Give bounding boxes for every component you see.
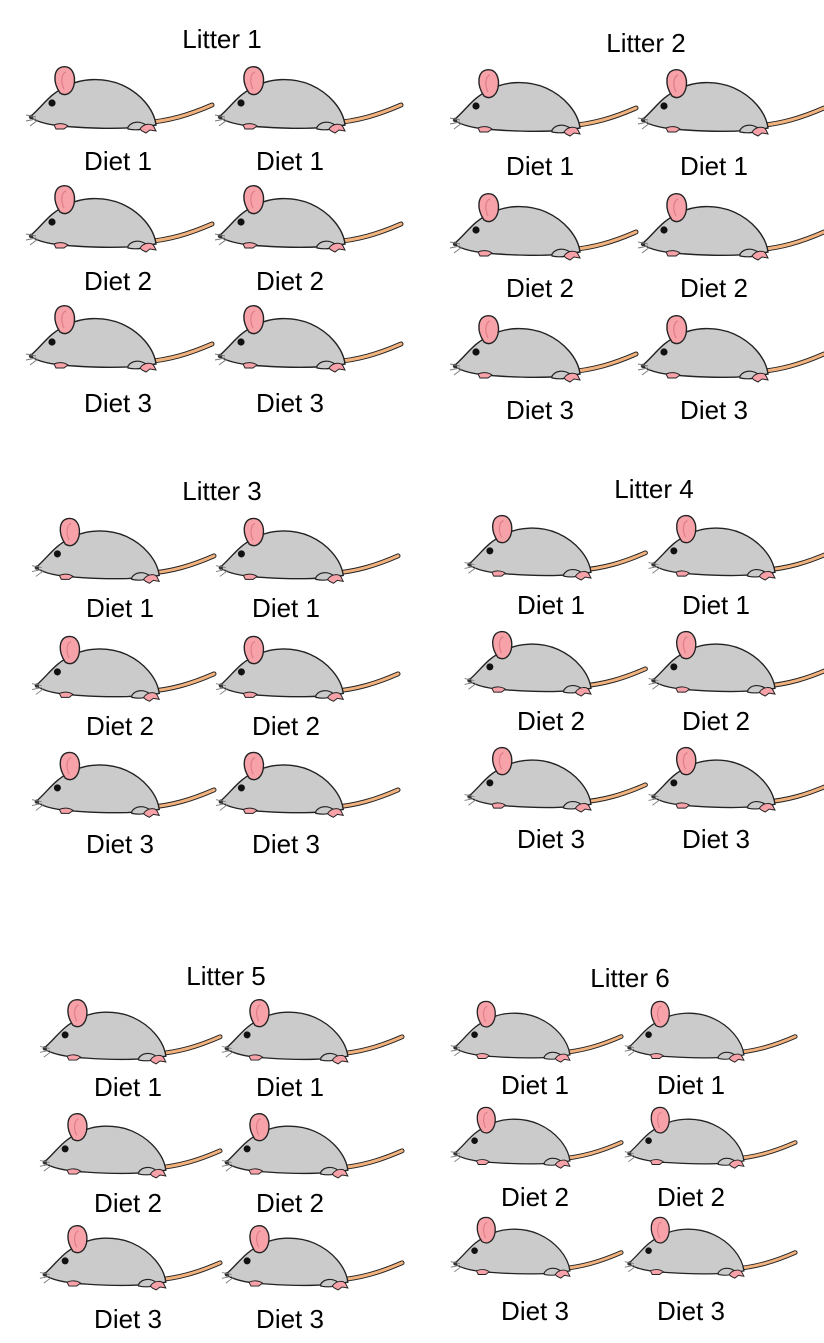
mouse-icon: [636, 190, 824, 262]
diet-label: Diet 2: [84, 266, 152, 296]
mouse-icon: [30, 514, 217, 586]
diet-label: Diet 3: [506, 395, 574, 425]
litter-title: Litter 5: [186, 961, 266, 991]
diet-label: Diet 3: [84, 388, 152, 418]
mouse-icon: [646, 512, 824, 582]
diet-label: Diet 3: [256, 388, 324, 418]
mouse-icon: [446, 1104, 626, 1170]
mouse-icon: [38, 996, 223, 1066]
mouse-icon: [446, 1214, 626, 1280]
litter-title: Litter 3: [182, 476, 262, 506]
diet-label: Diet 1: [506, 151, 574, 181]
diet-label: Diet 1: [680, 151, 748, 181]
mouse-icon: [214, 748, 401, 820]
mouse-icon: [213, 182, 404, 254]
diet-label: Diet 2: [517, 706, 585, 736]
diet-label: Diet 3: [517, 824, 585, 854]
diet-label: Diet 2: [94, 1188, 162, 1218]
mouse-icon: [462, 512, 648, 582]
diet-label: Diet 3: [682, 824, 750, 854]
mouse-icon: [213, 63, 404, 135]
diet-label: Diet 1: [94, 1072, 162, 1102]
diet-label: Diet 3: [657, 1296, 725, 1326]
mouse-icon: [214, 514, 401, 586]
diet-label: Diet 1: [252, 593, 320, 623]
diet-label: Diet 1: [501, 1070, 569, 1100]
mouse-icon: [646, 628, 824, 698]
diet-label: Diet 2: [680, 273, 748, 303]
diet-label: Diet 2: [506, 273, 574, 303]
diet-label: Diet 3: [501, 1296, 569, 1326]
diet-label: Diet 2: [657, 1182, 725, 1212]
diet-label: Diet 2: [86, 711, 154, 741]
diet-label: Diet 3: [252, 829, 320, 859]
diet-label: Diet 1: [657, 1070, 725, 1100]
diet-label: Diet 1: [517, 590, 585, 620]
mouse-icon: [220, 1222, 405, 1292]
mouse-icon: [446, 998, 626, 1064]
mouse-icon: [462, 744, 648, 814]
diet-label: Diet 1: [682, 590, 750, 620]
diet-label: Diet 1: [256, 146, 324, 176]
diet-label: Diet 2: [256, 266, 324, 296]
diet-label: Diet 1: [86, 593, 154, 623]
mouse-icon: [636, 66, 824, 138]
mouse-icon: [636, 312, 824, 384]
litter-title: Litter 2: [606, 28, 686, 58]
mouse-icon: [620, 1214, 800, 1280]
diet-label: Diet 3: [256, 1304, 324, 1334]
mouse-icon: [448, 66, 639, 138]
mouse-icon: [462, 628, 648, 698]
mouse-icon: [220, 996, 405, 1066]
mouse-icon: [30, 632, 217, 704]
mouse-icon: [24, 63, 215, 135]
mouse-icon: [448, 312, 639, 384]
mouse-icon: [38, 1222, 223, 1292]
mouse-icon: [214, 632, 401, 704]
mouse-icon: [646, 744, 824, 814]
diet-label: Diet 2: [256, 1188, 324, 1218]
diet-label: Diet 2: [252, 711, 320, 741]
mouse-icon: [220, 1110, 405, 1180]
mouse-icon: [213, 302, 404, 374]
diet-label: Diet 1: [84, 146, 152, 176]
mouse-icon: [24, 182, 215, 254]
diet-label: Diet 3: [680, 395, 748, 425]
mouse-icon: [24, 302, 215, 374]
mouse-icon: [448, 190, 639, 262]
diet-label: Diet 1: [256, 1072, 324, 1102]
litter-title: Litter 1: [182, 24, 262, 54]
mouse-icon: [620, 1104, 800, 1170]
diet-label: Diet 2: [682, 706, 750, 736]
diet-label: Diet 2: [501, 1182, 569, 1212]
diet-label: Diet 3: [86, 829, 154, 859]
litter-title: Litter 4: [614, 474, 694, 504]
diet-label: Diet 3: [94, 1304, 162, 1334]
litter-title: Litter 6: [590, 963, 670, 993]
mouse-icon: [30, 748, 217, 820]
mouse-icon: [38, 1110, 223, 1180]
mouse-icon: [620, 998, 800, 1064]
